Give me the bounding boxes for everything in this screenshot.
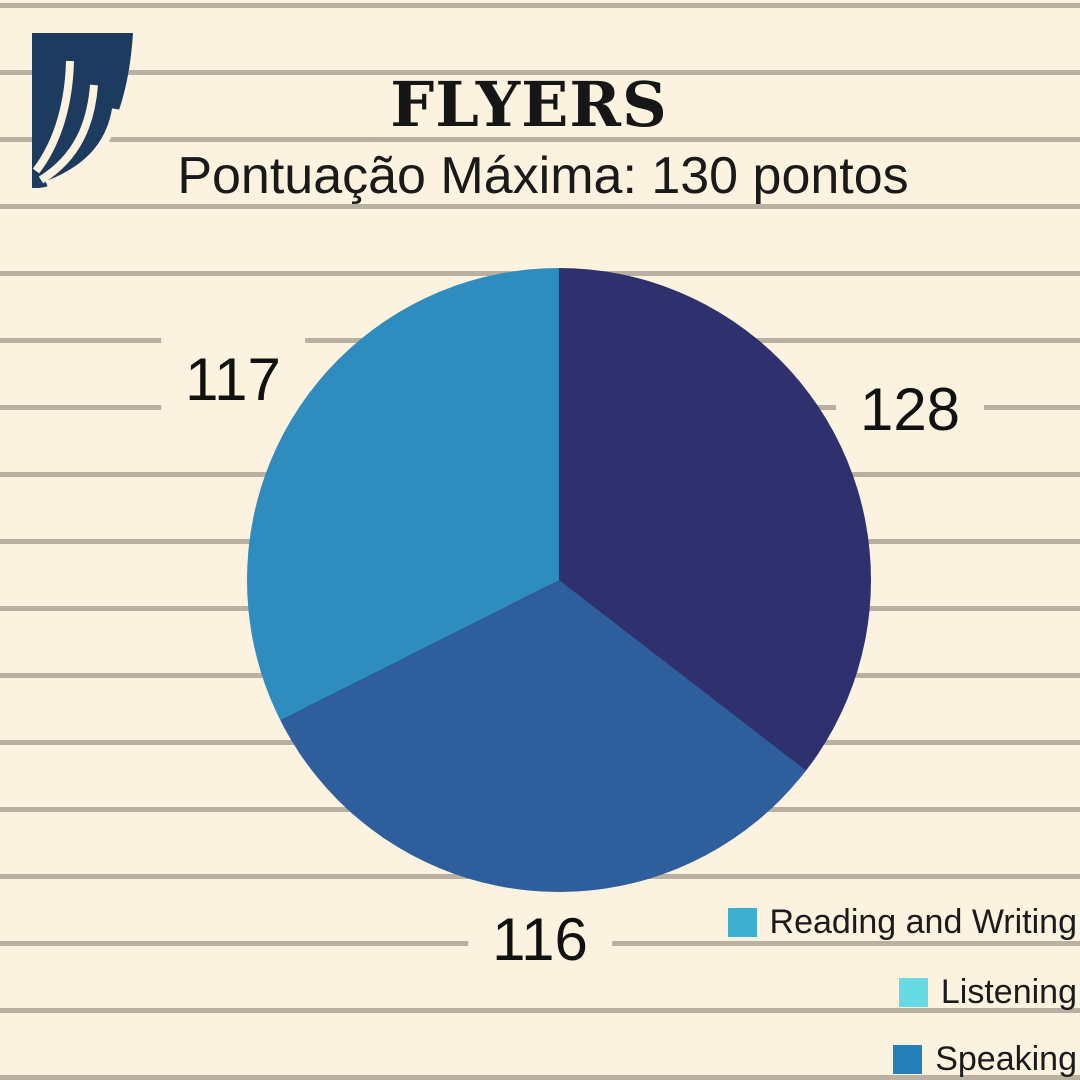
pie-value-label-116: 116 — [468, 890, 612, 990]
legend-label-listening: Listening — [940, 973, 1077, 1011]
legend-swatch-listening — [898, 978, 928, 1007]
page-subtitle: Pontuação Máxima: 130 pontos — [177, 147, 909, 205]
flyers-sail-logo-icon — [32, 33, 133, 188]
page-title: FLYERS — [390, 68, 668, 141]
pie-chart — [247, 268, 871, 892]
legend-swatch-speaking — [893, 1045, 923, 1074]
legend-label-reading-writing: Reading and Writing — [769, 903, 1077, 941]
legend-item-listening: Listening — [898, 973, 1077, 1011]
pie-value-label-128: 128 — [835, 360, 985, 460]
legend-item-speaking: Speaking — [893, 1040, 1077, 1078]
pie-value-label-117: 117 — [161, 330, 305, 430]
legend-swatch-reading-writing — [727, 908, 757, 937]
legend-item-reading-writing: Reading and Writing — [727, 903, 1077, 941]
legend-label-speaking: Speaking — [935, 1040, 1077, 1078]
